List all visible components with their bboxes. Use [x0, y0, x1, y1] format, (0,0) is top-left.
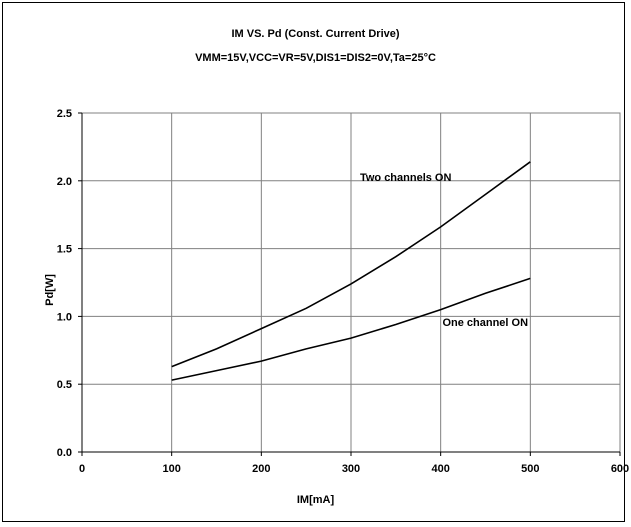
y-tick-label: 0.0 — [57, 447, 72, 459]
y-tick-label: 2.5 — [57, 108, 72, 120]
chart-title: IM VS. Pd (Const. Current Drive) — [231, 28, 400, 40]
annotation-one-channel: One channel ON — [442, 317, 528, 329]
x-tick-label: 200 — [252, 463, 270, 475]
y-tick-label: 0.5 — [57, 379, 72, 391]
x-tick-label: 100 — [162, 463, 180, 475]
x-tick-label: 0 — [79, 463, 85, 475]
x-tick-label: 300 — [342, 463, 360, 475]
x-tick-label: 600 — [611, 463, 629, 475]
annotation-two-channels: Two channels ON — [360, 172, 452, 184]
series-line-two-channels — [171, 161, 531, 368]
y-tick-label: 2.0 — [57, 176, 72, 188]
series-line-one-channel — [171, 277, 531, 381]
chart-frame — [2, 2, 625, 522]
x-axis-label: IM[mA] — [296, 494, 335, 506]
y-tick-label: 1.0 — [57, 311, 72, 323]
x-tick-label: 400 — [431, 463, 449, 475]
chart-subtitle: VMM=15V,VCC=VR=5V,DIS1=DIS2=0V,Ta=25°C — [195, 52, 436, 64]
x-tick-label: 500 — [521, 463, 539, 475]
y-tick-label: 1.5 — [57, 244, 72, 256]
